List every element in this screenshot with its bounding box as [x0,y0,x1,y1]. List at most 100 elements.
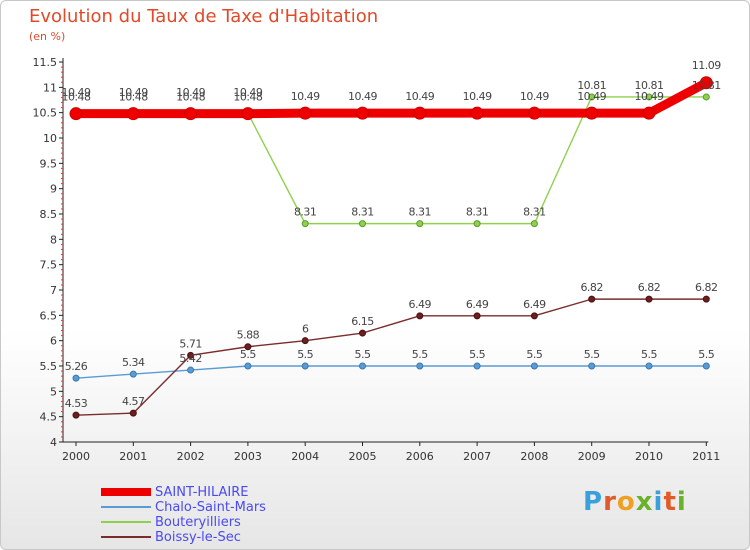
y-tick-label: 9.5 [40,157,58,170]
legend-label: Chalo-Saint-Mars [155,500,266,515]
data-point [359,362,366,370]
brand-logo-letter: o [616,487,636,517]
data-point [588,93,596,101]
data-point [585,106,599,120]
data-label: 4.57 [122,395,145,408]
data-point [301,362,309,370]
series-chalo-saint-mars [72,362,710,382]
data-point [642,106,656,120]
data-point [72,374,80,382]
data-label: 5.5 [297,348,313,361]
data-point [699,76,713,90]
data-point [413,106,427,120]
y-tick-label: 4 [50,436,57,449]
data-point [187,351,195,359]
data-point [69,107,83,121]
brand-logo-letter: i [676,487,687,517]
legend-swatch [101,521,151,523]
y-tick-label: 6.5 [40,309,58,322]
x-tick-label: 2010 [635,450,663,463]
legend-label: Bouteryilliers [155,515,241,530]
data-point [530,362,538,370]
data-label: 10.81 [635,79,664,92]
y-tick-label: 10 [43,132,57,145]
data-label: 5.5 [641,348,657,361]
data-point [702,362,710,370]
data-point [187,366,195,374]
x-tick-label: 2000 [62,450,90,463]
legend-item: Boissy-le-Sec [101,530,361,545]
series-line [75,365,707,379]
data-point [301,337,309,345]
brand-logo-letter: x [635,487,654,517]
brand-logo-letter: i [653,487,664,517]
legend-swatch [101,506,151,508]
data-point [645,362,653,370]
y-tick-label: 7.5 [40,259,58,272]
data-label: 10.48 [62,91,91,104]
x-tick-label: 2007 [463,450,491,463]
data-point [241,107,255,121]
data-point [244,362,252,370]
legend-label: SAINT-HILAIRE [155,485,249,500]
data-point [129,370,137,378]
data-point [416,362,424,370]
data-label: 8.31 [523,206,546,219]
y-tick-label: 8.5 [40,208,58,221]
data-label: 11.09 [692,59,721,72]
series-boissy-le-sec [72,295,710,419]
data-label: 6.49 [466,298,489,311]
data-label: 5.88 [237,329,260,342]
data-point [588,362,596,370]
x-tick-label: 2003 [234,450,262,463]
data-label: 5.5 [584,348,600,361]
series-saint-hilaire [69,76,713,121]
data-label: 10.48 [233,91,262,104]
data-label: 10.49 [176,86,205,99]
data-label: 5.42 [179,352,202,365]
data-label: 5.5 [526,348,542,361]
data-label: 10.49 [405,90,434,103]
data-label: 10.49 [119,86,148,99]
y-tick-label: 6 [50,335,57,348]
chart-unit-label: (en %) [29,30,66,43]
y-tick-label: 5.5 [40,360,58,373]
data-label: 10.81 [577,79,606,92]
y-tick-label: 10.5 [33,107,58,120]
data-point [702,295,710,303]
data-label: 8.31 [409,206,432,219]
data-label: 10.48 [176,91,205,104]
y-tick-label: 9 [50,183,57,196]
series-line [75,298,707,416]
legend-item: Chalo-Saint-Mars [101,500,361,515]
data-label: 10.49 [62,86,91,99]
brand-logo: Proxiti [583,487,687,517]
y-tick-label: 4.5 [40,411,58,424]
data-label: 6.15 [351,315,374,328]
data-label: 10.49 [291,90,320,103]
x-tick-label: 2005 [349,450,377,463]
data-point [184,107,198,121]
data-label: 10.49 [463,90,492,103]
data-point [72,411,80,419]
y-tick-label: 11 [43,81,57,94]
data-point [473,362,481,370]
data-label: 6.82 [695,281,718,294]
data-point [645,295,653,303]
data-label: 5.5 [469,348,485,361]
legend-label: Boissy-le-Sec [155,530,241,545]
x-tick-label: 2011 [692,450,720,463]
x-tick-label: 2001 [119,450,147,463]
data-label: 5.5 [240,348,256,361]
x-tick-label: 2006 [406,450,434,463]
data-label: 8.31 [294,206,317,219]
data-label: 4.53 [65,397,88,410]
x-tick-label: 2004 [291,450,319,463]
data-point [416,312,424,320]
y-tick-label: 8 [50,233,57,246]
chart-legend: SAINT-HILAIRE Chalo-Saint-Mars Bouteryilli… [101,485,361,545]
data-label: 10.48 [119,91,148,104]
data-label: 10.49 [233,86,262,99]
